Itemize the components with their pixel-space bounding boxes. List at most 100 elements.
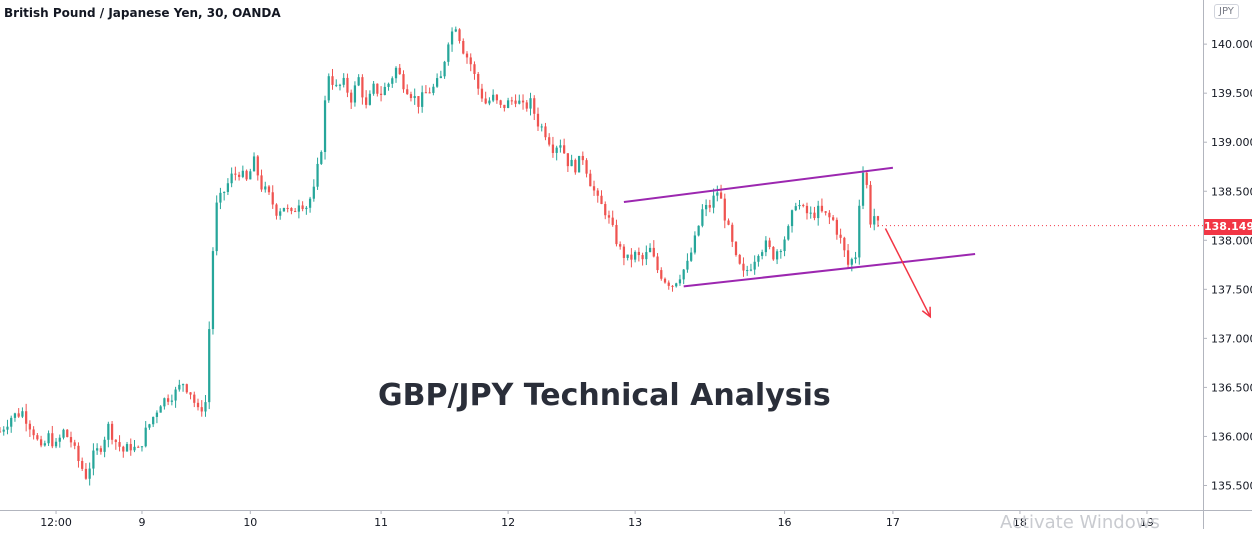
candle-body xyxy=(757,255,760,262)
candle-body xyxy=(357,77,360,86)
candle-body xyxy=(365,97,368,105)
candle-body xyxy=(473,64,476,74)
candle-body xyxy=(566,153,569,167)
candle-body xyxy=(589,173,592,187)
candle-body xyxy=(454,29,457,32)
candle-body xyxy=(652,247,655,257)
candle-body xyxy=(693,235,697,253)
candle-body xyxy=(697,225,700,236)
candle-body xyxy=(813,212,816,219)
candle-body xyxy=(152,416,155,425)
candle-body xyxy=(294,211,297,213)
candle-body xyxy=(480,88,484,99)
candle-body xyxy=(13,413,17,418)
candle-body xyxy=(88,468,91,479)
candle-body xyxy=(28,423,32,430)
candle-body xyxy=(320,151,323,164)
candle-body xyxy=(406,89,409,95)
candle-body xyxy=(675,283,678,287)
candle-body xyxy=(510,100,513,102)
candle-body xyxy=(84,468,88,479)
candle-body xyxy=(122,446,125,452)
candle-body xyxy=(185,384,188,393)
candle-body xyxy=(196,402,200,408)
candle-body xyxy=(742,263,745,271)
candle-body xyxy=(630,254,633,260)
candle-body xyxy=(861,172,865,206)
candle-body xyxy=(488,100,491,104)
candle-body xyxy=(719,192,723,199)
candle-body xyxy=(447,44,450,62)
candle-body xyxy=(25,411,28,424)
candle-body xyxy=(346,77,349,93)
candle-body xyxy=(96,448,99,451)
last-price-label: 138.149 xyxy=(1204,219,1252,235)
candle-body xyxy=(802,205,805,207)
candle-body xyxy=(734,241,738,255)
candle-body xyxy=(458,29,461,41)
candle-body xyxy=(234,173,237,175)
candle-body xyxy=(264,186,267,190)
candle-body xyxy=(570,159,573,167)
time-tick-label: 17 xyxy=(886,516,900,529)
candle-body xyxy=(66,429,69,438)
candle-body xyxy=(727,220,730,225)
candle-body xyxy=(469,57,472,65)
candle-body xyxy=(241,170,244,177)
candle-body xyxy=(858,205,861,258)
candle-body xyxy=(704,205,708,210)
time-tick-label: 10 xyxy=(243,516,257,529)
candle-body xyxy=(0,431,2,433)
price-tick-label: 140.000 xyxy=(1211,38,1252,51)
candle-body xyxy=(518,100,521,104)
candle-body xyxy=(226,183,230,192)
candle-body xyxy=(252,156,256,172)
currency-button[interactable]: JPY xyxy=(1214,4,1239,19)
channel-upper-line[interactable] xyxy=(623,166,894,204)
candle-body xyxy=(443,61,446,77)
candle-body xyxy=(215,202,218,252)
candle-body xyxy=(424,92,428,94)
forecast-arrow[interactable] xyxy=(884,228,931,318)
candle-body xyxy=(525,102,528,109)
candle-body xyxy=(521,100,525,103)
candle-body xyxy=(555,147,558,153)
candle-body xyxy=(716,192,719,196)
candle-body xyxy=(129,444,132,451)
candle-body xyxy=(622,246,626,258)
candle-body xyxy=(383,86,386,95)
time-tick-label: 16 xyxy=(778,516,792,529)
candle-body xyxy=(820,205,824,212)
candle-body xyxy=(592,186,596,191)
candle-body xyxy=(712,195,715,208)
candle-body xyxy=(551,144,555,153)
candle-body xyxy=(536,113,540,127)
channel-lower-line[interactable] xyxy=(683,253,976,288)
candle-body xyxy=(548,137,551,145)
candle-body xyxy=(764,240,768,253)
candle-body xyxy=(163,398,166,407)
candle-body xyxy=(787,226,790,240)
candle-body xyxy=(178,384,181,390)
candle-body xyxy=(338,84,342,86)
price-tick-label: 136.500 xyxy=(1211,381,1252,394)
candle-body xyxy=(596,190,599,196)
candle-body xyxy=(189,392,192,395)
candle-body xyxy=(402,74,405,90)
candle-body xyxy=(656,256,659,271)
candle-body xyxy=(331,76,334,85)
activate-windows-watermark: Activate Windows xyxy=(1000,512,1160,533)
candle-body xyxy=(563,145,566,154)
candle-body xyxy=(682,269,685,280)
candle-body xyxy=(876,216,880,221)
candle-body xyxy=(159,406,162,413)
candle-body xyxy=(174,389,177,401)
candle-body xyxy=(540,126,543,128)
candle-body xyxy=(290,208,293,212)
candle-body xyxy=(17,413,20,417)
chart-annotation: GBP/JPY Technical Analysis xyxy=(378,378,831,413)
time-tick-label: 12 xyxy=(501,516,515,529)
candle-body xyxy=(204,402,207,412)
candle-body xyxy=(421,92,424,107)
